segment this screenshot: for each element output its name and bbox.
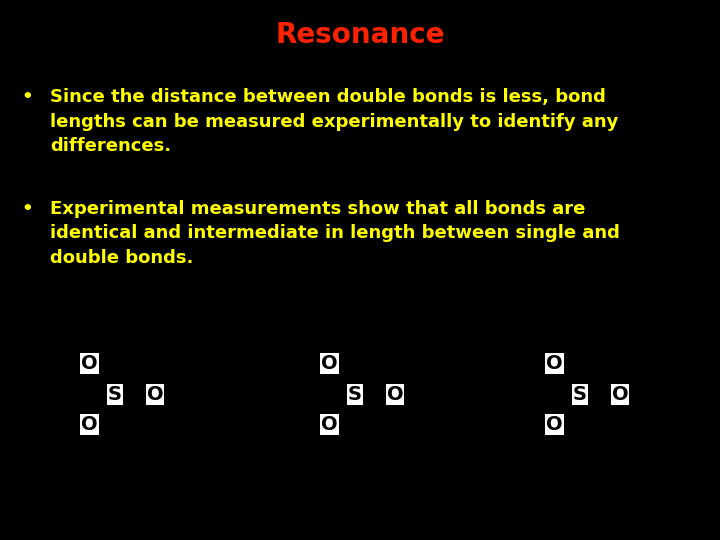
Text: O: O [612,384,629,404]
Text: S: S [108,384,122,404]
Text: O: O [546,415,562,434]
Text: S: S [348,384,362,404]
Text: O: O [81,354,98,373]
Text: O: O [147,384,163,404]
Text: •: • [22,88,33,106]
Text: S: S [573,384,587,404]
Text: •: • [22,200,33,218]
Text: Resonance: Resonance [275,21,445,49]
Text: Since the distance between double bonds is less, bond
lengths can be measured ex: Since the distance between double bonds … [50,88,618,155]
Text: O: O [81,415,98,434]
Text: Experimental measurements show that all bonds are
identical and intermediate in : Experimental measurements show that all … [50,200,620,267]
Text: O: O [321,415,338,434]
Text: O: O [321,354,338,373]
Text: O: O [546,354,562,373]
Text: O: O [387,384,403,404]
